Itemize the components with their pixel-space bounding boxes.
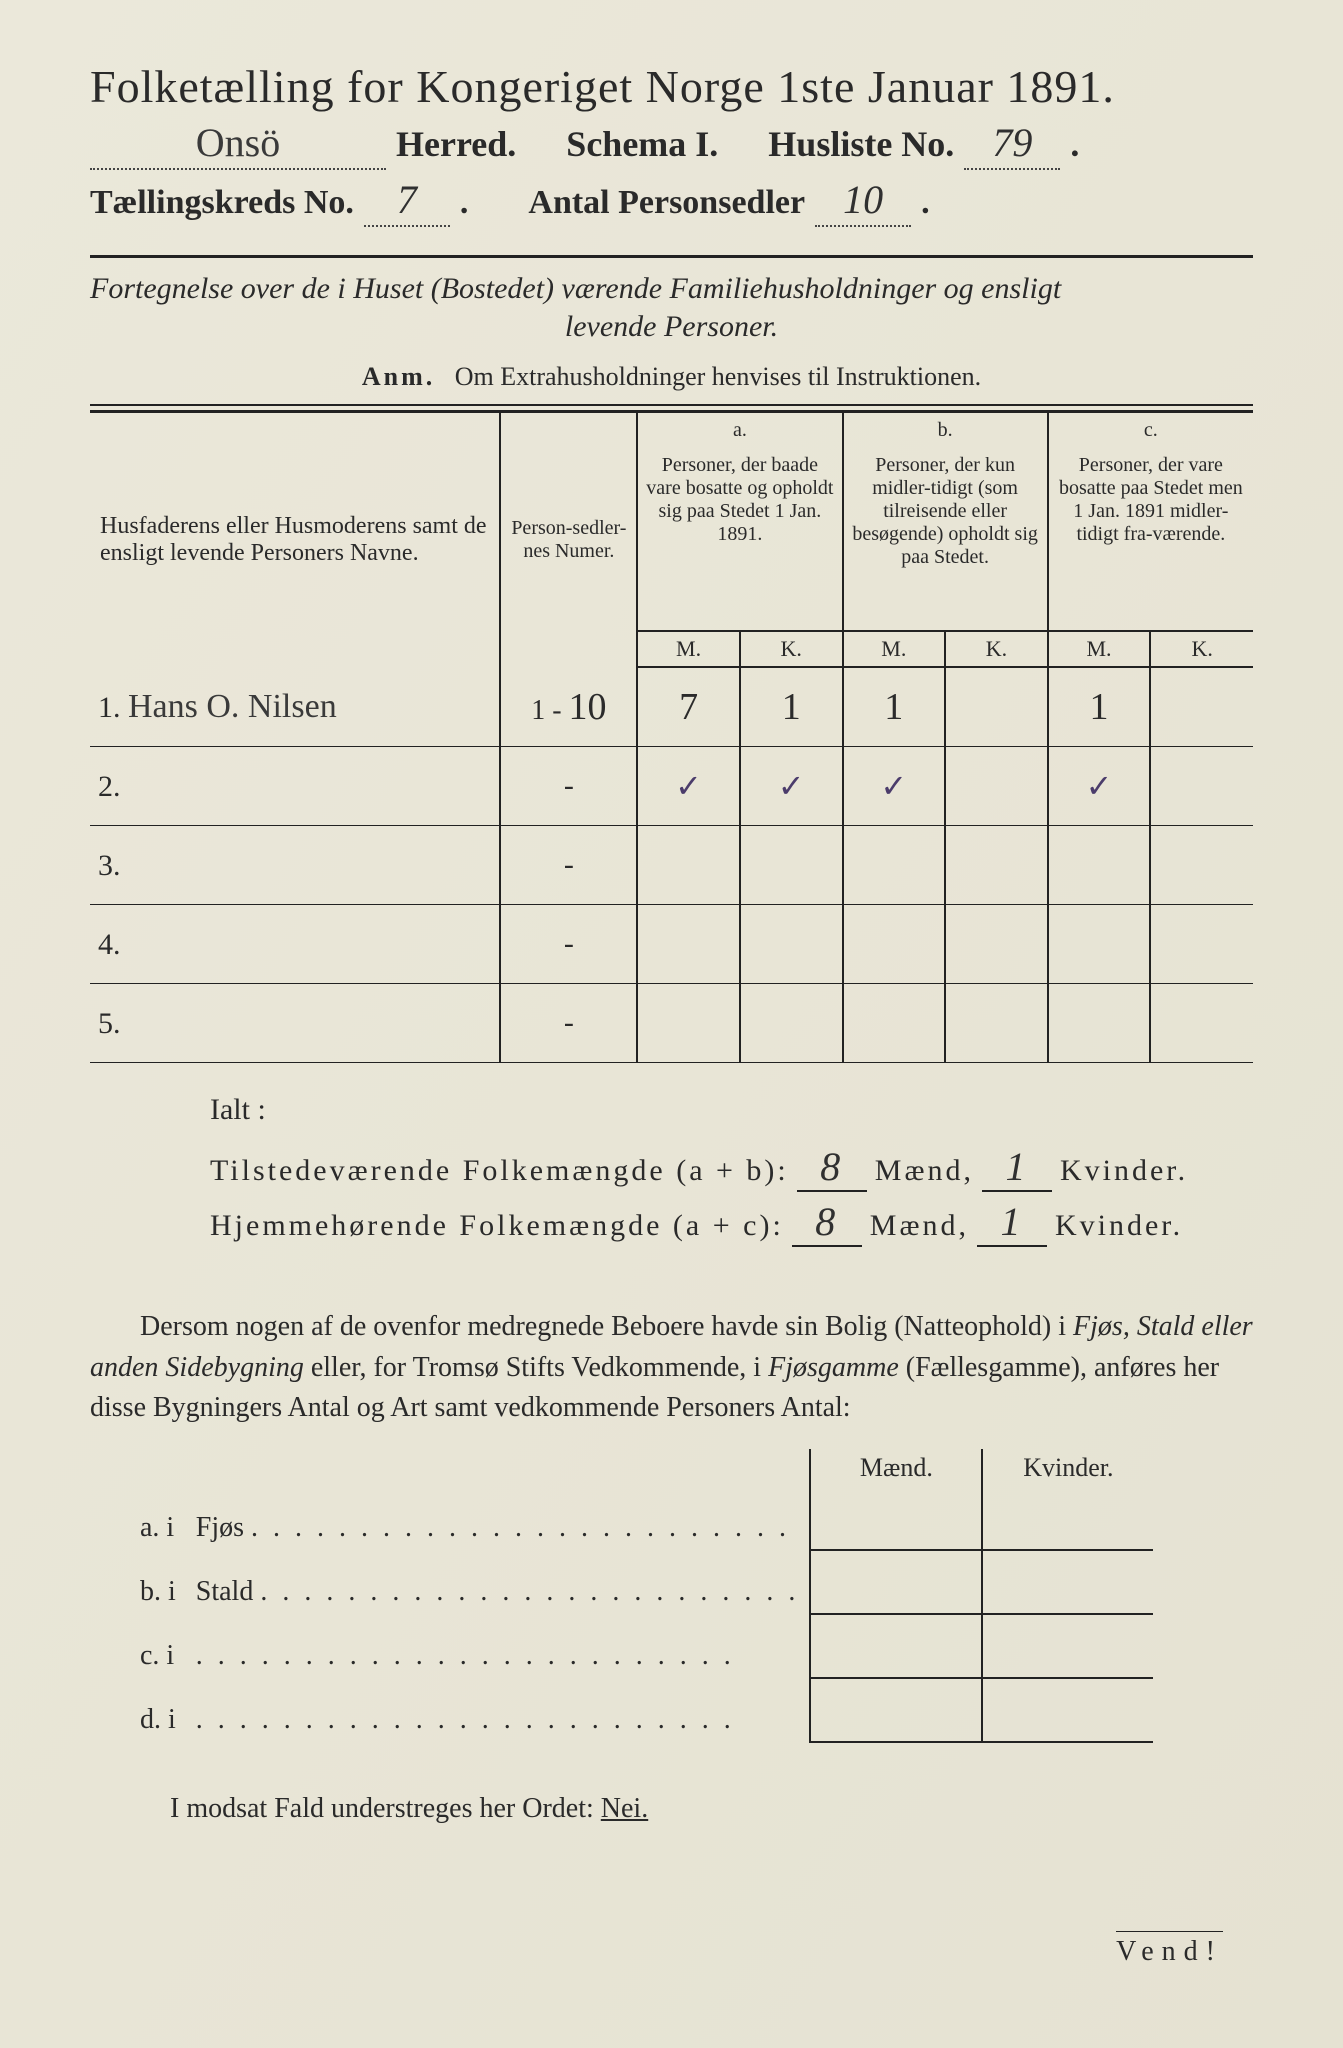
col-c-head: c. [1048,412,1253,449]
tot1-label: Tilstedeværende Folkemængde (a + b): [210,1154,789,1188]
col-a-M: M. [637,631,740,667]
subtitle-1: Fortegnelse over de i Huset (Bostedet) v… [90,272,1253,306]
col-b-K: K. [945,631,1048,667]
antal-no: 10 [815,176,911,227]
col-name: Husfaderens eller Husmoderens samt de en… [90,412,500,668]
subtitle-2: levende Personer. [90,310,1253,344]
census-form-page: Folketælling for Kongeriget Norge 1ste J… [0,0,1343,2048]
col-b-head: b. [843,412,1048,449]
husliste-no: 79 [964,119,1060,170]
building-row: c. i. . . . . . . . . . . . . . . . . . … [130,1614,1153,1678]
col-c: Personer, der vare bosatte paa Stedet me… [1048,448,1253,631]
kreds-no: 7 [364,176,450,227]
building-paragraph: Dersom nogen af de ovenfor medregnede Be… [90,1307,1253,1429]
tot2-m: 8 [792,1198,862,1247]
col-a-head: a. [637,412,842,449]
ialt-label: Ialt : [210,1093,1253,1127]
maend-2: Mænd, [870,1209,969,1243]
herred-value: Onsö [90,119,386,170]
kvinder-2: Kvinder. [1055,1209,1183,1243]
anm-text: Om Extrahusholdninger henvises til Instr… [455,362,981,391]
page-title: Folketælling for Kongeriget Norge 1ste J… [90,60,1253,113]
building-row: b. iStald . . . . . . . . . . . . . . . … [130,1550,1153,1614]
herred-label: Herred. [396,123,516,165]
col-a-K: K. [740,631,843,667]
antal-label: Antal Personsedler [528,184,805,222]
census-table: Husfaderens eller Husmoderens samt de en… [90,410,1253,1063]
maend-1: Mænd, [875,1154,974,1188]
schema-label: Schema I. [566,123,718,165]
kvinder-1: Kvinder. [1060,1154,1188,1188]
table-row: 2. -✓✓✓✓ [90,747,1253,826]
tot1-m: 8 [797,1143,867,1192]
vend-label: Vend! [1116,1931,1223,1968]
final-text: I modsat Fald understreges her Ordet: [170,1793,594,1824]
kreds-label: Tællingskreds No. [90,184,354,222]
table-row: 3. - [90,826,1253,905]
col-c-M: M. [1048,631,1151,667]
nei: Nei. [601,1793,648,1824]
tot2-label: Hjemmehørende Folkemængde (a + c): [210,1209,784,1243]
col-c-K: K. [1150,631,1253,667]
col-numer: Person-sedler-nes Numer. [500,412,637,668]
rule-above-table [90,404,1253,406]
rule-top [90,255,1253,258]
final-line: I modsat Fald understreges her Ordet: Ne… [170,1793,1253,1825]
bldg-maend: Mænd. [810,1449,982,1487]
totals-block: Ialt : Tilstedeværende Folkemængde (a + … [210,1093,1253,1247]
table-row: 5. - [90,984,1253,1063]
col-b: Personer, der kun midler-tidigt (som til… [843,448,1048,631]
tot1-k: 1 [982,1143,1052,1192]
building-row: d. i. . . . . . . . . . . . . . . . . . … [130,1678,1153,1742]
totals-line-1: Tilstedeværende Folkemængde (a + b): 8 M… [210,1143,1253,1192]
building-row: a. iFjøs . . . . . . . . . . . . . . . .… [130,1487,1153,1550]
table-row: 1. Hans O. Nilsen1 - 107111 [90,667,1253,747]
table-row: 4. - [90,905,1253,984]
col-a: Personer, der baade vare bosatte og opho… [637,448,842,631]
col-b-M: M. [843,631,946,667]
husliste-label: Husliste No. [768,123,954,165]
building-table: Mænd. Kvinder. a. iFjøs . . . . . . . . … [130,1449,1153,1743]
totals-line-2: Hjemmehørende Folkemængde (a + c): 8 Mæn… [210,1198,1253,1247]
tot2-k: 1 [977,1198,1047,1247]
header-line-3: Tællingskreds No. 7 . Antal Personsedler… [90,176,1253,227]
anm-note: Anm. Om Extrahusholdninger henvises til … [90,362,1253,392]
bldg-kvinder: Kvinder. [982,1449,1153,1487]
header-line-2: Onsö Herred. Schema I. Husliste No. 79 . [90,119,1253,170]
